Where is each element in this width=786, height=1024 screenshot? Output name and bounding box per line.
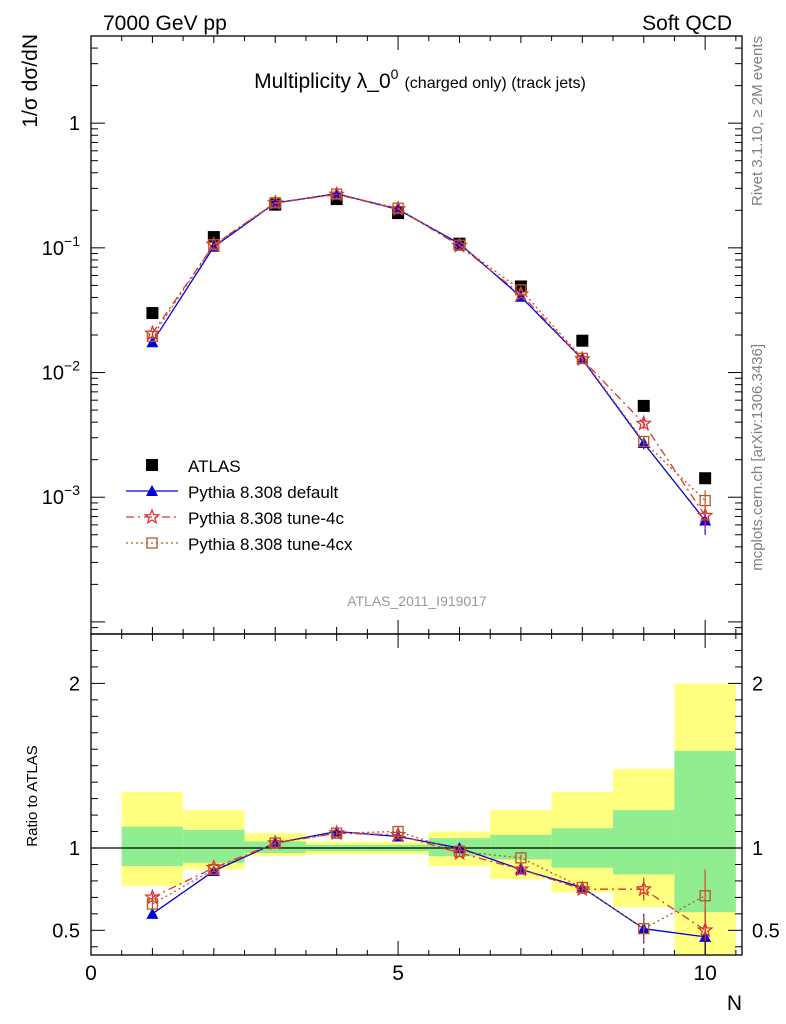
y-axis-label-main: 1/σ dσ/dN — [19, 34, 42, 128]
ratio-bands-layer — [91, 683, 742, 955]
ratio-pythia-8-308-tune-4c-line — [152, 832, 706, 931]
header-right-label: Soft QCD — [642, 12, 732, 35]
main-atlas-point — [637, 399, 650, 412]
legend-pythia-8-308-tune-4c-label: Pythia 8.308 tune-4c — [188, 509, 344, 528]
chart-title-superscript: 0 — [391, 66, 399, 82]
ratio-pythia-8-308-tune-4cx-point — [515, 852, 527, 864]
chart-title-main: Multiplicity λ_0 — [254, 70, 391, 93]
ratio-y-tick-label-right: 2 — [752, 673, 763, 695]
legend: ATLAS Pythia 8.308 default Pythia 8.308 tu… — [126, 457, 353, 554]
main-pythia-8-308-tune-4cx-point — [453, 239, 466, 251]
legend-atlas-point — [146, 459, 158, 471]
ratio-pythia-8-308-tune-4cx-point — [699, 890, 711, 902]
main-pythia-8-308-tune-4c-point — [635, 414, 653, 431]
ratio-y-tick-label: 2 — [69, 673, 80, 695]
legend-pythia-8-308-tune-4cx-label: Pythia 8.308 tune-4cx — [188, 535, 353, 554]
ratio-pythia-8-308-tune-4cx-point — [208, 863, 220, 876]
ticks-layer: 0 5 10 1 10−1 10−2 10−3 0.5 0.5 1 1 2 2 — [42, 35, 780, 985]
main-pythia-8-308-tune-4cx-point — [269, 197, 281, 209]
y-tick-label: 10−2 — [42, 358, 80, 385]
main-atlas-point — [576, 334, 589, 347]
y-tick-label: 10−1 — [42, 233, 80, 260]
ratio-pythia-8-308-default-point — [146, 907, 159, 919]
header-left-label: 7000 GeV pp — [103, 12, 227, 35]
ratio-y-tick-label-right: 0.5 — [752, 920, 780, 942]
ratio-pythia-8-308-tune-4cx-point — [453, 845, 466, 857]
main-pythia-8-308-tune-4cx-point — [392, 202, 404, 214]
legend-atlas-label: ATLAS — [188, 457, 241, 476]
ratio-pythia-8-308-tune-4cx-point — [576, 881, 588, 894]
ratio-pythia-8-308-tune-4cx-point — [269, 837, 281, 849]
chart-title-suffix: (charged only) (track jets) — [404, 75, 585, 92]
watermark-label: ATLAS_2011_I919017 — [347, 593, 487, 609]
legend-pythia-8-308-default-point — [146, 485, 158, 496]
ratio-stat-band — [613, 810, 675, 875]
x-tick-label: 10 — [693, 962, 716, 985]
ratio-series-layer — [144, 824, 714, 955]
main-pythia-8-308-tune-4cx-point — [515, 284, 527, 296]
ratio-stat-band — [183, 829, 245, 863]
main-pythia-8-308-tune-4cx-point — [331, 188, 343, 200]
main-pythia-8-308-tune-4c-point — [696, 507, 714, 523]
rivet-version-label: Rivet 3.1.10, ≥ 2M events — [749, 36, 766, 206]
ratio-y-tick-label: 0.5 — [52, 920, 80, 942]
main-series-layer — [144, 185, 714, 535]
mcplots-label: mcplots.cern.ch [arXiv:1306.3436] — [749, 344, 766, 571]
main-atlas-point — [699, 472, 712, 485]
x-axis-label: N — [727, 992, 742, 1015]
main-pythia-8-308-tune-4cx-point — [638, 435, 650, 448]
x-tick-label: 0 — [85, 962, 97, 985]
chart-title: Multiplicity λ_00 (charged only) (track j… — [254, 66, 586, 93]
ratio-pythia-8-308-tune-4cx-point — [638, 923, 650, 935]
main-pythia-8-308-tune-4cx-line — [151, 193, 706, 502]
main-pythia-8-308-tune-4cx-point — [699, 494, 711, 507]
ratio-pythia-8-308-tune-4c-point — [512, 860, 530, 877]
main-pythia-8-308-tune-4cx-point — [208, 239, 220, 251]
legend-pythia-8-308-tune-4c-point — [143, 508, 161, 525]
ratio-pythia-8-308-tune-4c-point — [635, 880, 653, 897]
main-pythia-8-308-tune-4cx-point — [146, 330, 159, 343]
x-tick-label: 5 — [392, 962, 404, 985]
ratio-y-tick-label: 1 — [69, 838, 80, 860]
legend-pythia-8-308-default-label: Pythia 8.308 default — [188, 483, 339, 502]
ratio-pythia-8-308-tune-4cx-point — [146, 898, 159, 910]
ratio-stat-band — [121, 826, 184, 867]
ratio-pythia-8-308-default-line — [152, 830, 706, 938]
ratio-pythia-8-308-tune-4c-point — [696, 921, 714, 938]
ratio-pythia-8-308-tune-4cx-point — [331, 827, 343, 839]
y-axis-label-ratio: Ratio to ATLAS — [24, 745, 41, 846]
legend-pythia-8-308-tune-4cx-point — [146, 537, 158, 549]
main-pythia-8-308-tune-4cx-point — [576, 352, 588, 364]
ratio-pythia-8-308-tune-4cx-point — [392, 825, 404, 838]
ratio-y-tick-label-right: 1 — [752, 838, 763, 860]
ratio-panel-frame — [90, 633, 743, 956]
main-atlas-point — [146, 307, 159, 320]
y-tick-label: 1 — [69, 113, 80, 135]
y-tick-label: 10−3 — [42, 482, 80, 509]
